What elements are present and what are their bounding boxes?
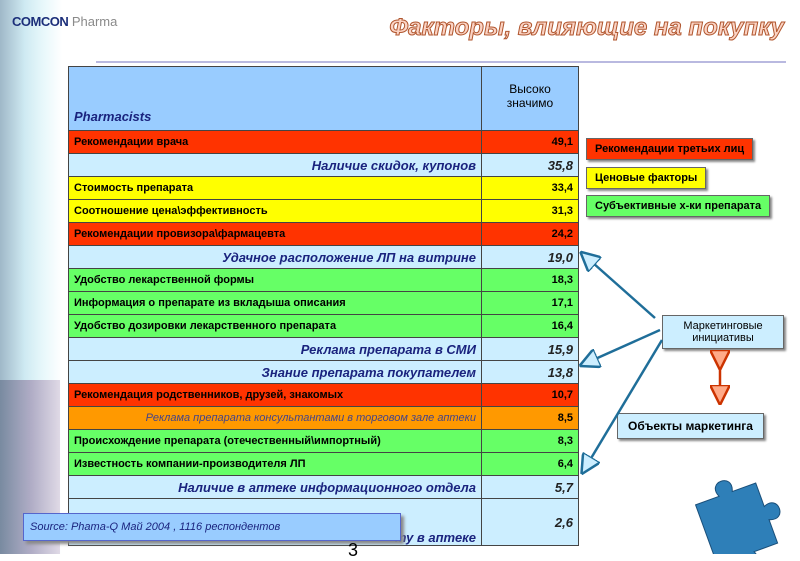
table-row: Наличие скидок, купонов 35,8 [68,153,579,177]
factor-value: 8,5 [481,406,579,430]
factor-value: 10,7 [481,383,579,407]
arrow-to-info-dept [584,339,664,470]
factor-value: 24,2 [481,222,579,246]
source-note: Source: Phama-Q Май 2004 , 1116 респонде… [23,513,401,541]
table-row: Рекомендация родственников, друзей, знак… [68,383,579,407]
factor-label: Наличие в аптеке информационного отдела [68,475,482,499]
factor-label: Рекомендации врача [68,130,482,154]
factor-value: 17,1 [481,291,579,315]
table-row: Соотношение цена\эффективность 31,3 [68,199,579,223]
page-title: Факторы, влияющие на покупку [389,14,785,42]
col-header-pharmacists: Pharmacists [68,66,482,131]
table-row: Реклама препарата консультантами в торго… [68,406,579,430]
factor-value: 18,3 [481,268,579,292]
factor-label: Реклама препарата в СМИ [68,337,482,361]
factor-value: 35,8 [481,153,579,177]
table-row: Стоимость препарата 33,4 [68,176,579,200]
legend-third-party: Рекомендации третьих лиц [586,138,754,160]
table-row: Рекомендации врача 49,1 [68,130,579,154]
factor-value: 6,4 [481,452,579,476]
arrow-to-awareness [584,328,661,364]
marketing-initiatives-box: Маркетинговые инициативы [662,315,784,349]
divider [96,61,786,63]
factor-value: 5,7 [481,475,579,499]
factor-value: 31,3 [481,199,579,223]
factor-value: 8,3 [481,429,579,453]
factor-value: 33,4 [481,176,579,200]
factor-label: Реклама препарата консультантами в торго… [68,406,482,430]
factor-label: Рекомендация родственников, друзей, знак… [68,383,482,407]
table-row: Реклама препарата в СМИ 15,9 [68,337,579,361]
table-row: Наличие в аптеке информационного отдела 5… [68,475,579,499]
factor-label: Наличие скидок, купонов [68,153,482,177]
logo: COMCON Pharma [12,14,118,29]
table-row: Известность компании-производителя ЛП 6,4 [68,452,579,476]
factor-label: Стоимость препарата [68,176,482,200]
factor-label: Удобство дозировки лекарственного препар… [68,314,482,338]
table-row: Рекомендации провизора\фармацевта 24,2 [68,222,579,246]
factor-label: Соотношение цена\эффективность [68,199,482,223]
factor-label: Известность компании-производителя ЛП [68,452,482,476]
factors-table: Pharmacists Высоко значимо Рекомендации в… [68,66,579,546]
puzzle-icon [694,480,781,554]
marketing-objects-box: Объекты маркетинга [617,413,764,439]
factor-label: Рекомендации провизора\фармацевта [68,222,482,246]
factor-value: 15,9 [481,337,579,361]
page-number: 3 [348,540,359,560]
factor-value: 2,6 [481,498,579,546]
table-row: Знание препарата покупателем 13,8 [68,360,579,384]
factor-label: Знание препарата покупателем [68,360,482,384]
factor-label: Удачное расположение ЛП на витрине [68,245,482,269]
table-row: Удобство дозировки лекарственного препар… [68,314,579,338]
table-row: Удобство лекарственной формы 18,3 [68,268,579,292]
factor-value: 49,1 [481,130,579,154]
col-header-value: Высоко значимо [481,66,579,131]
legend-price: Ценовые факторы [586,167,707,189]
arrow-to-showcase [584,255,656,319]
table-header: Pharmacists Высоко значимо [68,66,579,131]
legend-subjective: Субъективные х-ки препарата [586,195,771,217]
